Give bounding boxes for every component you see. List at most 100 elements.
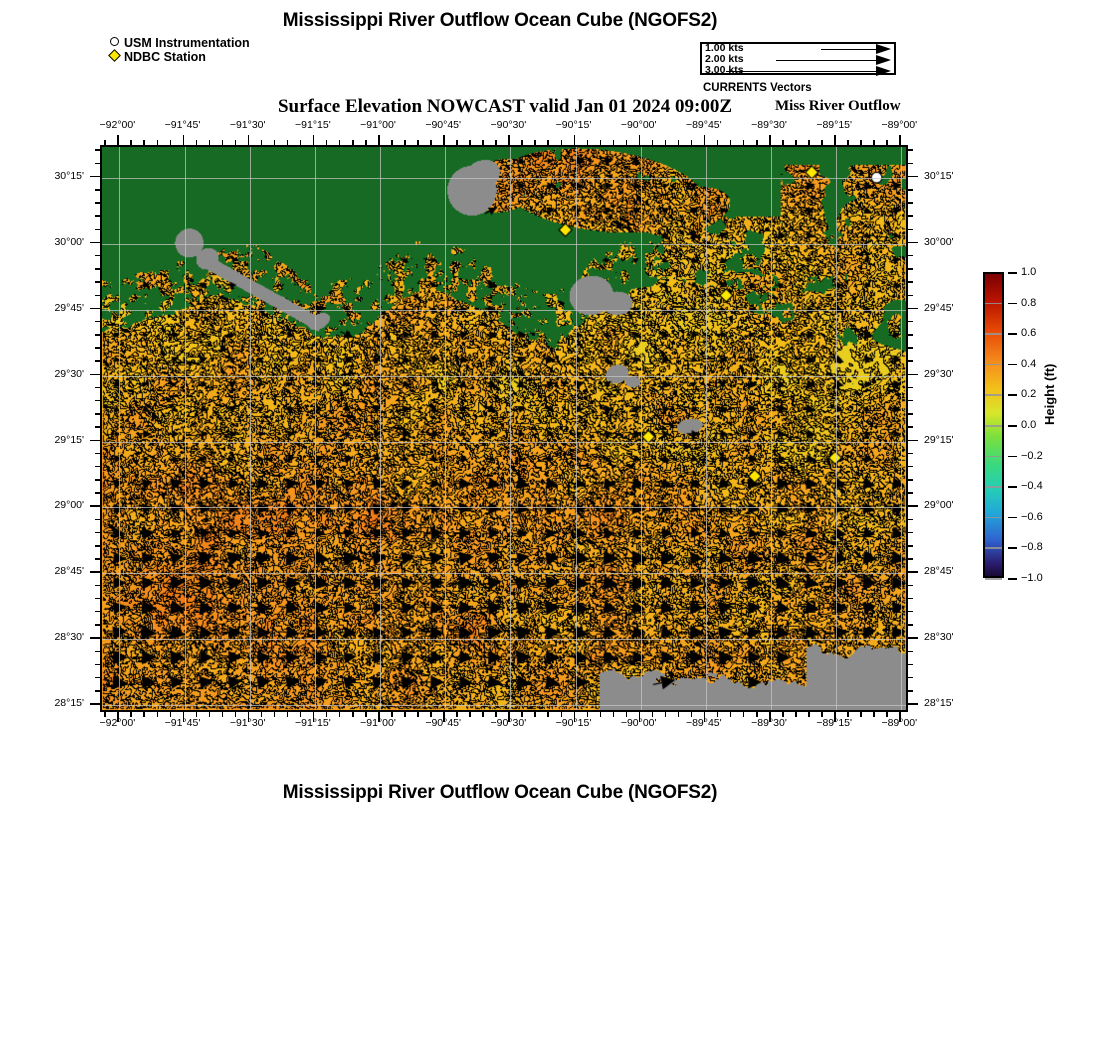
x-axis-label-top: −90°30' [490,119,527,131]
currents-legend-caption: CURRENTS Vectors [703,82,812,94]
axis-minor-tick [908,690,913,692]
axis-minor-tick [908,426,913,428]
colorbar-tick [1008,272,1017,274]
y-axis-label-left: 28°15' [54,697,84,710]
axis-major-tick [247,135,250,145]
currents-legend-label: 3.00 kts [705,64,744,76]
colorbar-tick-label: 0.4 [1021,357,1037,370]
y-axis-label-right: 28°45' [924,565,954,578]
axis-minor-tick [677,712,680,717]
axis-minor-tick [873,712,875,717]
colorbar-tick [1008,486,1017,488]
axis-minor-tick [482,712,484,717]
y-axis-label-left: 28°30' [54,631,84,644]
x-axis-label-top: −89°15' [816,119,853,131]
x-axis-label-bottom: −92°00' [99,717,136,729]
axis-major-tick [908,373,918,376]
axis-major-tick [908,637,918,639]
currents-legend-row: 2.00 kts [702,53,894,66]
axis-minor-tick [221,712,224,717]
colorbar-segment-divider [985,363,1002,366]
axis-minor-tick [908,175,913,178]
colorbar-tick [1008,394,1017,396]
axis-minor-tick [908,386,913,389]
colorbar-tick [1008,578,1017,580]
axis-minor-tick [908,413,913,415]
axis-minor-tick [908,584,913,586]
axis-minor-tick [908,294,913,296]
axis-major-tick [90,175,100,178]
colorbar: 1.0 0.8 0.6 0.4 0.2 0.0 −0.2 −0.4 −0.6 −0.8 −1.0 [983,266,1043,584]
currents-arrow-head-icon [876,66,891,76]
y-axis-ticks-left [88,145,100,712]
legend-label-ndbc: NDBC Station [124,49,206,64]
y-axis-label-left: 30°15' [54,169,84,182]
x-axis-label-bottom: −91°30' [229,717,266,729]
x-axis-label-top: −89°00' [881,119,918,131]
axis-major-tick [90,637,100,639]
axis-minor-tick [404,712,406,717]
axis-minor-tick [352,712,354,717]
axis-minor-tick [729,712,732,717]
y-axis-ticks-right [908,145,920,712]
axis-minor-tick [143,712,145,717]
axis-minor-tick [273,712,276,717]
colorbar-tick-label: −0.2 [1021,449,1043,462]
x-axis-label-top: −91°30' [229,119,266,131]
y-axis-label-left: 29°00' [54,499,84,512]
axis-minor-tick [908,624,913,626]
axis-major-tick [90,703,100,705]
axis-major-tick [908,241,918,244]
x-axis-label-top: −91°00' [360,119,396,131]
colorbar-segment-divider [985,486,1002,488]
currents-legend-label: 2.00 kts [705,53,744,65]
axis-major-tick [90,571,100,573]
axis-minor-tick [908,241,913,244]
colorbar-tick-label: −0.6 [1021,510,1043,523]
axis-minor-tick [908,189,913,191]
y-axis-label-right: 28°15' [924,697,954,710]
axis-minor-tick [908,479,913,481]
x-axis-label-top: −90°45' [425,119,462,131]
y-axis-label-right: 30°15' [924,169,954,182]
colorbar-segment-divider [985,302,1002,305]
currents-arrow-shaft [776,60,876,62]
legend-item-ndbc: NDBC Station [108,49,338,64]
axis-major-tick [703,135,706,145]
legend-label-usm: USM Instrumentation [124,35,250,50]
axis-major-tick [769,135,771,145]
colorbar-segment-divider [985,578,1002,580]
x-axis-label-bottom: −91°15' [295,717,331,729]
map-plot-area[interactable] [100,145,908,712]
colorbar-tick-label: −0.8 [1021,541,1043,554]
axis-major-tick [90,241,100,244]
axis-minor-tick [908,492,913,494]
axis-minor-tick [908,703,913,705]
x-axis-label-top: −90°00' [620,119,657,131]
axis-major-tick [908,307,918,310]
axis-minor-tick [908,202,913,204]
axis-minor-tick [908,597,913,600]
axis-major-tick [90,439,100,441]
axis-major-tick [182,135,184,145]
y-axis-label-left: 30°00' [54,235,84,248]
axis-minor-tick [664,712,667,717]
legend-item-usm: USM Instrumentation [108,35,338,50]
ndbc-diamond-icon [108,49,124,63]
x-axis-label-top: −91°15' [295,119,331,131]
y-axis-label-left: 29°15' [54,433,84,446]
axis-minor-tick [417,712,419,717]
axis-minor-tick [795,712,797,717]
axis-major-tick [508,135,510,145]
y-axis-label-left: 29°45' [54,301,84,314]
axis-major-tick [90,307,100,310]
x-axis-label-bottom: −89°30' [751,717,787,729]
x-axis-label-bottom: −90°45' [425,717,462,729]
axis-minor-tick [599,712,602,717]
currents-legend-label: 1.00 kts [705,42,744,54]
x-axis-label-bottom: −90°15' [555,717,592,729]
colorbar-segment-divider [985,455,1002,458]
x-axis-label-top: −91°45' [164,119,201,131]
map-field-canvas [102,147,906,710]
colorbar-tick-label: −1.0 [1021,572,1043,584]
